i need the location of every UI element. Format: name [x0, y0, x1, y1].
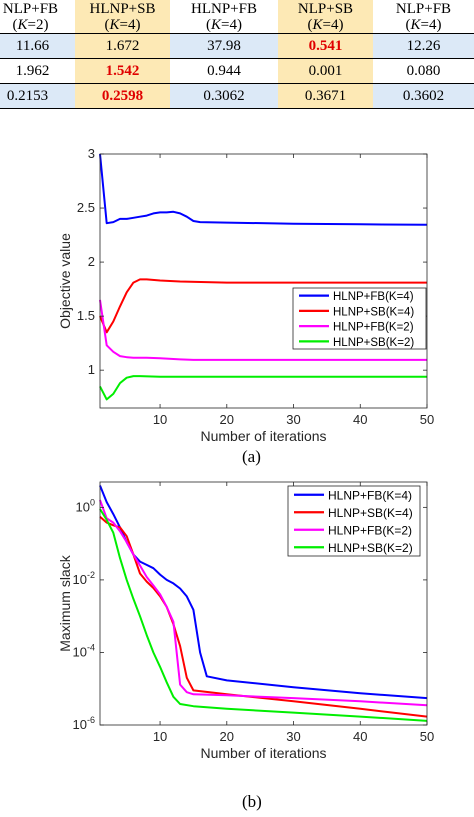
legend-label: HLNP+SB(K=4): [333, 306, 414, 318]
column-header-name: HLNP+FB: [191, 0, 257, 17]
objective-value-chart: 10 20 30 40 50 1 1.5 2 2.5 3 Number of iterations O…: [57, 146, 434, 444]
table-header-row: NLP+FB (K=2) HLNP+SB (K=4) HLNP+FB (K=4) NLP+S…: [0, 0, 474, 34]
legend-label: HLNP+SB(K=2): [333, 337, 414, 349]
y-tick-exponent: -2: [87, 570, 95, 580]
x-tick-label: 40: [353, 412, 367, 427]
x-axis-label: Number of iterations: [200, 745, 326, 761]
table-row: 1.962 1.542 0.944 0.001 0.080: [0, 58, 474, 84]
y-tick-label: 3: [88, 146, 95, 161]
y-tick-exponent: -6: [87, 715, 95, 725]
x-axis-label: Number of iterations: [200, 428, 326, 444]
x-tick-label: 10: [153, 412, 167, 427]
plot-frame: [99, 481, 428, 726]
table-cell: 1.962: [15, 62, 50, 79]
column-header-name: NLP+FB: [2, 0, 59, 17]
series-line: [99, 278, 427, 334]
chart-a-caption: (a): [242, 447, 261, 466]
series-line: [99, 299, 427, 361]
column-header-k: (K=4): [104, 16, 141, 33]
legend-label: HLNP+SB(K=2): [328, 541, 413, 555]
series-line: [99, 375, 427, 401]
column-header-k: (K=4): [307, 16, 344, 33]
table-cell: 1.542: [75, 58, 170, 84]
y-tick-label: 1: [88, 362, 95, 377]
plot-frame: [99, 153, 428, 409]
table-body: 11.66 1.672 37.98 0.541 12.26 1.962 1.542 0.944…: [0, 33, 474, 109]
table-cell: 37.98: [170, 33, 278, 59]
column-header-name: NLP+SB: [297, 0, 354, 17]
y-tick-label: 2.5: [77, 200, 95, 215]
table-row: 11.66 1.672 37.98 0.541 12.26: [0, 33, 474, 59]
y-tick-label: 10-2: [73, 570, 95, 587]
y-tick-label: 100: [76, 497, 95, 514]
x-tick-label: 30: [286, 412, 300, 427]
table-cell: 1.672: [75, 33, 170, 59]
series-line: [99, 499, 428, 707]
table-cell: 0.3062: [170, 83, 278, 109]
series-line: [99, 485, 428, 700]
table-cell: 0.001: [278, 58, 373, 84]
series-line: [99, 508, 428, 722]
column-header-k: (K=4): [206, 16, 242, 33]
table-row: 0.2153 0.2598 0.3062 0.3671 0.3602: [0, 83, 474, 109]
table-cell: 0.2153: [0, 83, 75, 109]
y-tick-exponent: -4: [87, 642, 95, 652]
table-cell: 12.26: [373, 33, 474, 59]
column-header: NLP+FB (K=2): [0, 0, 75, 34]
maximum-slack-chart: 10 20 30 40 50 10-6 10-4 10-2 100 Number of itera…: [57, 481, 434, 761]
column-header-k: (K=2): [12, 16, 49, 33]
chart-area: 10 20 30 40 50 10-6 10-4 10-2 100 Number of itera…: [57, 481, 434, 761]
column-header: NLP+FB (K=4): [373, 0, 474, 34]
table-cell: 0.2598: [75, 83, 170, 109]
y-axis-label: Objective value: [57, 233, 73, 329]
column-header: NLP+SB (K=4): [278, 0, 373, 34]
legend: HLNP+FB(K=4) HLNP+SB(K=4) HLNP+FB(K=2) HLNP…: [292, 287, 427, 350]
x-tick-label: 10: [153, 729, 167, 744]
column-header: HLNP+FB (K=4): [170, 0, 278, 34]
y-tick-exponent: 0: [90, 497, 95, 507]
column-header: HLNP+SB (K=4): [75, 0, 170, 34]
column-header-k: (K=4): [405, 16, 442, 33]
table-cell: 11.66: [0, 33, 75, 59]
table-cell: 0.080: [406, 62, 441, 79]
y-tick-label: 1.5: [77, 308, 95, 323]
x-tick-label: 20: [220, 412, 234, 427]
x-tick-label: 30: [286, 729, 300, 744]
legend: HLNP+FB(K=4) HLNP+SB(K=4) HLNP+FB(K=2) HLNP…: [287, 485, 421, 557]
y-tick-label: 10-4: [73, 642, 95, 659]
x-tick-label: 40: [353, 729, 367, 744]
y-axis-label: Maximum slack: [57, 554, 73, 651]
chart-b-caption: (b): [242, 792, 262, 811]
table-cell: 0.944: [207, 62, 241, 79]
column-header-name: HLNP+SB: [89, 0, 156, 17]
chart-area: 10 20 30 40 50 1 1.5 2 2.5 3 Number of iterations O…: [57, 146, 434, 444]
x-tick-label: 20: [220, 729, 234, 744]
x-tick-label: 50: [420, 412, 434, 427]
x-tick-label: 50: [420, 729, 434, 744]
results-table: NLP+FB (K=2) HLNP+SB (K=4) HLNP+FB (K=4) NLP+S…: [0, 0, 474, 109]
legend-label: HLNP+FB(K=4): [328, 488, 412, 502]
y-tick-label: 2: [88, 254, 95, 269]
legend-label: HLNP+FB(K=2): [328, 523, 412, 537]
table-cell: 0.3602: [373, 83, 474, 109]
table-cell: 0.3671: [278, 83, 373, 109]
legend-label: HLNP+SB(K=4): [328, 506, 413, 520]
y-tick-label: 10-6: [73, 715, 95, 732]
table-cell: 0.541: [278, 33, 373, 59]
column-header-name: NLP+FB: [395, 0, 452, 17]
legend-box: [287, 485, 421, 557]
series-line: [99, 153, 428, 226]
legend-label: HLNP+FB(K=2): [333, 322, 414, 334]
legend-label: HLNP+FB(K=4): [333, 291, 414, 303]
legend-box: [292, 287, 427, 350]
